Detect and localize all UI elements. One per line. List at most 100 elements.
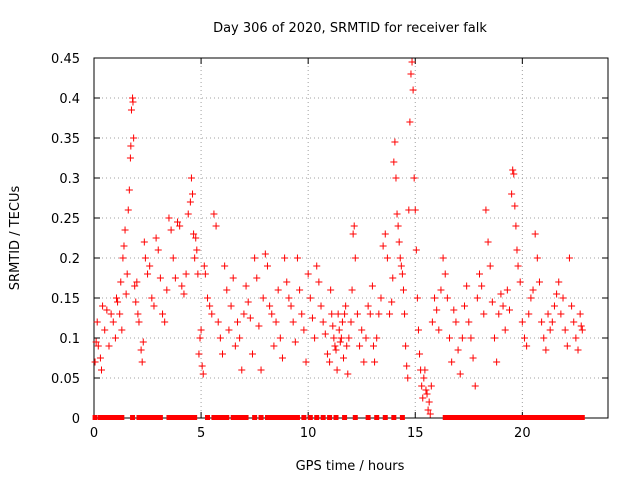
zero-data-point	[140, 415, 146, 420]
zero-data-point	[192, 415, 198, 420]
zero-data-point	[549, 415, 555, 420]
data-point	[304, 270, 312, 278]
data-point	[289, 318, 297, 326]
data-point	[199, 370, 207, 378]
data-point	[471, 382, 479, 390]
data-point	[101, 326, 109, 334]
data-point	[531, 230, 539, 238]
data-point	[409, 86, 417, 94]
data-point	[300, 326, 308, 334]
data-point	[406, 118, 414, 126]
zero-data-point	[477, 415, 482, 420]
data-point	[356, 342, 364, 350]
data-point	[349, 230, 357, 238]
data-point	[131, 282, 139, 290]
data-point	[437, 286, 445, 294]
data-point	[505, 306, 513, 314]
y-tick-label: 0.05	[51, 372, 80, 387]
data-point	[122, 290, 130, 298]
zero-data-point	[92, 415, 98, 420]
zero-data-point	[290, 415, 296, 420]
data-point	[94, 342, 102, 350]
data-point	[424, 406, 432, 414]
data-point	[525, 310, 533, 318]
data-point	[214, 318, 222, 326]
data-point	[441, 270, 449, 278]
data-point	[167, 226, 175, 234]
zero-data-point	[170, 415, 176, 420]
data-point	[493, 358, 501, 366]
data-point	[201, 270, 209, 278]
data-point	[388, 298, 396, 306]
zero-data-point	[187, 415, 193, 420]
data-point	[103, 306, 111, 314]
data-point	[144, 270, 152, 278]
x-tick-label: 5	[197, 426, 205, 441]
zero-data-point	[459, 415, 465, 420]
data-point	[225, 326, 233, 334]
data-point	[402, 342, 410, 350]
data-point	[411, 206, 419, 214]
data-point	[425, 398, 433, 406]
data-point	[452, 318, 460, 326]
data-point	[410, 174, 418, 182]
data-point	[414, 326, 422, 334]
zero-data-point	[502, 415, 508, 420]
data-point	[206, 302, 214, 310]
zero-data-point	[566, 415, 572, 420]
data-point	[133, 278, 141, 286]
data-point	[333, 366, 341, 374]
x-axis-label: GPS time / hours	[296, 459, 405, 474]
data-point	[397, 262, 405, 270]
zero-data-point	[399, 415, 405, 420]
data-point	[219, 350, 226, 358]
data-point	[176, 222, 184, 230]
data-point	[221, 262, 229, 270]
x-tick-label: 0	[90, 426, 98, 441]
data-point	[347, 318, 355, 326]
data-point	[180, 290, 188, 298]
zero-data-point	[179, 415, 185, 420]
zero-data-point	[333, 415, 339, 420]
data-point	[171, 274, 179, 282]
data-point	[116, 310, 124, 318]
data-point	[391, 138, 399, 146]
data-point	[431, 294, 439, 302]
zero-data-point	[455, 415, 461, 420]
data-point	[570, 318, 578, 326]
data-point	[407, 70, 415, 78]
data-point	[233, 318, 241, 326]
data-point	[335, 326, 343, 334]
zero-data-point	[220, 415, 225, 420]
data-point	[523, 342, 531, 350]
data-point	[439, 254, 447, 262]
data-point	[132, 298, 140, 306]
data-point	[467, 334, 475, 342]
data-point	[93, 318, 101, 326]
zero-data-point	[243, 415, 249, 420]
data-point	[550, 302, 558, 310]
zero-data-point	[230, 415, 236, 420]
data-point	[574, 346, 582, 354]
zero-data-point	[153, 415, 159, 420]
data-point	[187, 174, 195, 182]
data-point	[401, 310, 409, 318]
data-point	[291, 338, 299, 346]
data-point	[266, 302, 274, 310]
data-point	[399, 286, 407, 294]
data-point	[512, 222, 520, 230]
data-point	[516, 278, 524, 286]
zero-data-point	[239, 415, 245, 420]
data-point	[129, 98, 137, 106]
data-point	[169, 254, 177, 262]
data-point	[379, 242, 387, 250]
zero-data-point	[515, 415, 521, 420]
zero-data-point	[558, 415, 564, 420]
data-point	[456, 370, 464, 378]
chart-title: Day 306 of 2020, SRMTID for receiver fal…	[213, 21, 487, 36]
zero-data-point	[506, 415, 512, 420]
zero-data-point	[352, 415, 358, 420]
data-point	[229, 274, 237, 282]
data-point	[490, 334, 498, 342]
zero-data-point	[464, 415, 470, 420]
